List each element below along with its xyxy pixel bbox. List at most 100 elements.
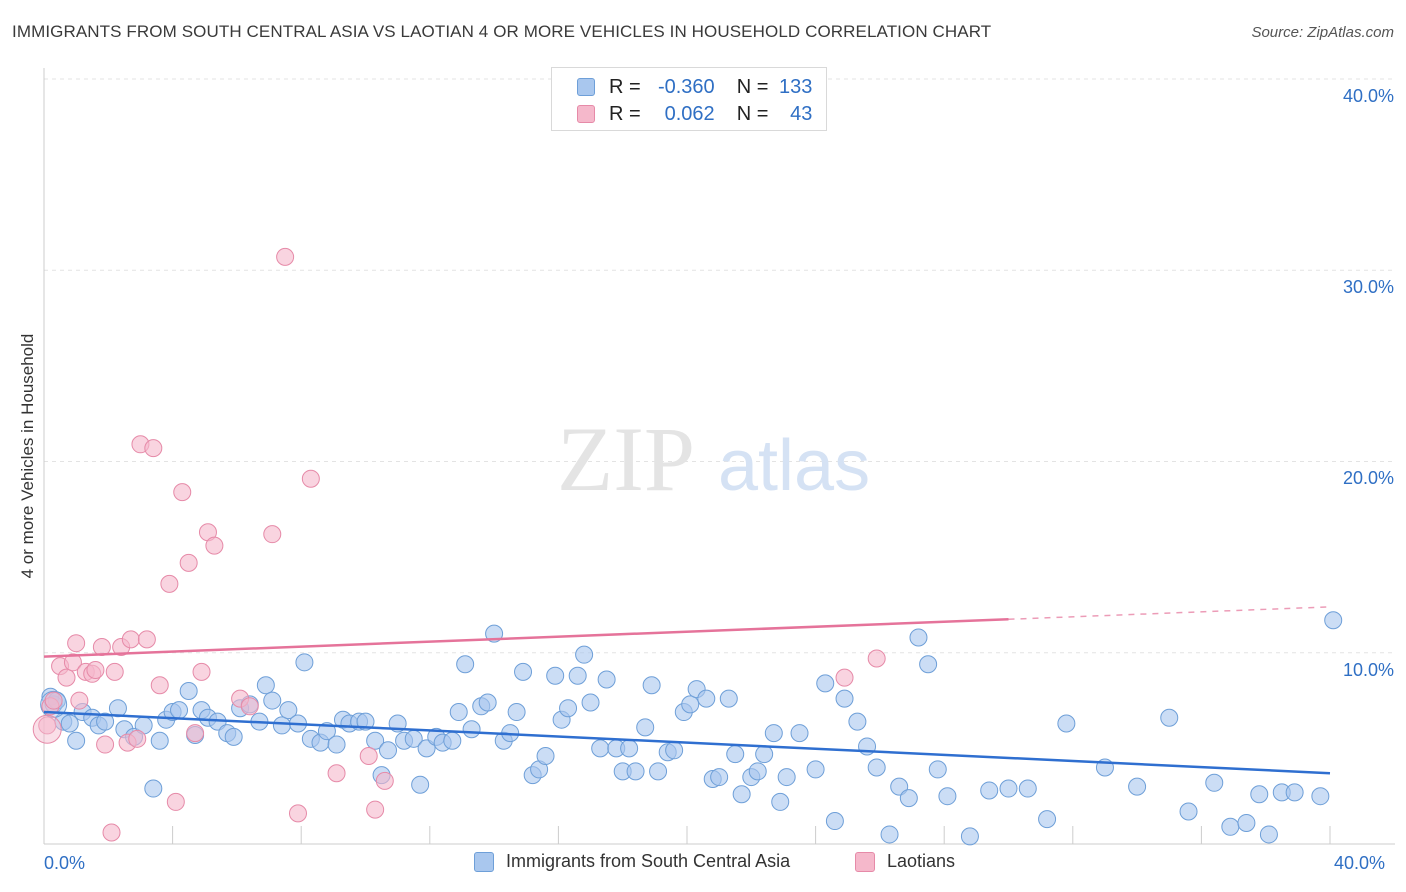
- data-point: [192, 662, 211, 681]
- data-point: [279, 701, 298, 720]
- data-point: [121, 630, 140, 649]
- data-point: [105, 662, 124, 681]
- watermark: ZIP atlas: [557, 408, 870, 510]
- data-point: [938, 787, 957, 806]
- data-point: [301, 469, 320, 488]
- data-point: [1237, 813, 1256, 832]
- data-point: [559, 699, 578, 718]
- data-point: [790, 724, 809, 743]
- legend-n-value: 43: [790, 102, 813, 125]
- data-point: [597, 670, 616, 689]
- chart-title: IMMIGRANTS FROM SOUTH CENTRAL ASIA VS LA…: [12, 22, 992, 41]
- data-point: [1179, 802, 1198, 821]
- watermark-zip: ZIP: [557, 408, 695, 510]
- data-point: [726, 745, 745, 764]
- data-point: [67, 731, 86, 750]
- data-point: [867, 649, 886, 668]
- correlation-legend: R = -0.360 N = 133 R = 0.062 N = 43: [551, 67, 827, 131]
- data-point: [681, 695, 700, 714]
- trend-line-extension: [1008, 606, 1331, 621]
- data-point: [909, 628, 928, 647]
- data-point: [1311, 787, 1330, 806]
- data-point: [86, 660, 105, 679]
- data-point: [771, 792, 790, 811]
- x-tick-label: 0.0%: [44, 853, 86, 873]
- data-point: [1221, 817, 1240, 836]
- data-point: [777, 768, 796, 787]
- data-point: [649, 762, 668, 781]
- data-point: [1285, 783, 1304, 802]
- data-point: [462, 720, 481, 739]
- legend-r-value: -0.360: [657, 75, 715, 98]
- data-point: [636, 718, 655, 737]
- legend-n-label: N =: [736, 75, 769, 98]
- data-point: [748, 762, 767, 781]
- data-point: [478, 693, 497, 712]
- data-point: [366, 800, 385, 819]
- data-point: [57, 668, 76, 687]
- data-point: [205, 536, 224, 555]
- data-point: [186, 724, 205, 743]
- series-blue-points: [40, 611, 1343, 846]
- data-point: [67, 634, 86, 653]
- legend-row-blue: R = -0.360 N = 133: [577, 76, 812, 98]
- legend-item-blue[interactable]: Immigrants from South Central Asia: [474, 851, 790, 872]
- data-point: [591, 739, 610, 758]
- legend-row-pink: R = 0.062 N = 43: [577, 103, 812, 125]
- data-point: [581, 693, 600, 712]
- data-point: [288, 804, 307, 823]
- data-point: [1160, 708, 1179, 727]
- data-point: [928, 760, 947, 779]
- data-point: [980, 781, 999, 800]
- legend-item-pink[interactable]: Laotians: [855, 851, 955, 872]
- data-point: [546, 666, 565, 685]
- data-point: [263, 525, 282, 544]
- data-point: [536, 747, 555, 766]
- source-label: Source: ZipAtlas.com: [1251, 24, 1394, 41]
- data-point: [1057, 714, 1076, 733]
- data-point: [1324, 611, 1343, 630]
- data-point: [507, 703, 526, 722]
- data-point: [359, 747, 378, 766]
- data-point: [276, 247, 295, 266]
- data-point: [568, 666, 587, 685]
- data-point: [60, 714, 79, 733]
- data-point: [240, 697, 259, 716]
- legend-swatch-pink: [577, 105, 595, 123]
- data-point: [327, 735, 346, 754]
- legend-label: Immigrants from South Central Asia: [506, 851, 791, 871]
- data-point: [150, 731, 169, 750]
- data-point: [417, 739, 436, 758]
- data-point: [755, 745, 774, 764]
- data-point: [890, 777, 909, 796]
- data-point: [96, 735, 115, 754]
- legend-label: Laotians: [887, 851, 956, 871]
- data-point: [356, 712, 375, 731]
- data-point: [626, 762, 645, 781]
- data-point: [1205, 773, 1224, 792]
- data-point: [449, 703, 468, 722]
- data-point: [710, 768, 729, 787]
- legend-swatch-pink: [855, 851, 875, 872]
- data-point: [620, 739, 639, 758]
- data-point: [1128, 777, 1147, 796]
- data-point: [1259, 825, 1278, 844]
- data-point: [38, 716, 57, 735]
- data-point: [816, 674, 835, 693]
- data-point: [456, 655, 475, 674]
- trend-line: [43, 618, 1009, 658]
- data-point: [835, 689, 854, 708]
- data-point: [806, 760, 825, 779]
- legend-n-value: 133: [779, 75, 813, 98]
- data-point: [642, 676, 661, 695]
- data-point: [960, 827, 979, 846]
- data-point: [1038, 810, 1057, 829]
- data-point: [170, 701, 189, 720]
- data-point: [179, 553, 198, 572]
- y-tick-label: 30.0%: [1342, 277, 1394, 297]
- data-point: [411, 775, 430, 794]
- data-point: [375, 771, 394, 790]
- data-point: [173, 483, 192, 502]
- y-tick-label: 20.0%: [1342, 468, 1394, 488]
